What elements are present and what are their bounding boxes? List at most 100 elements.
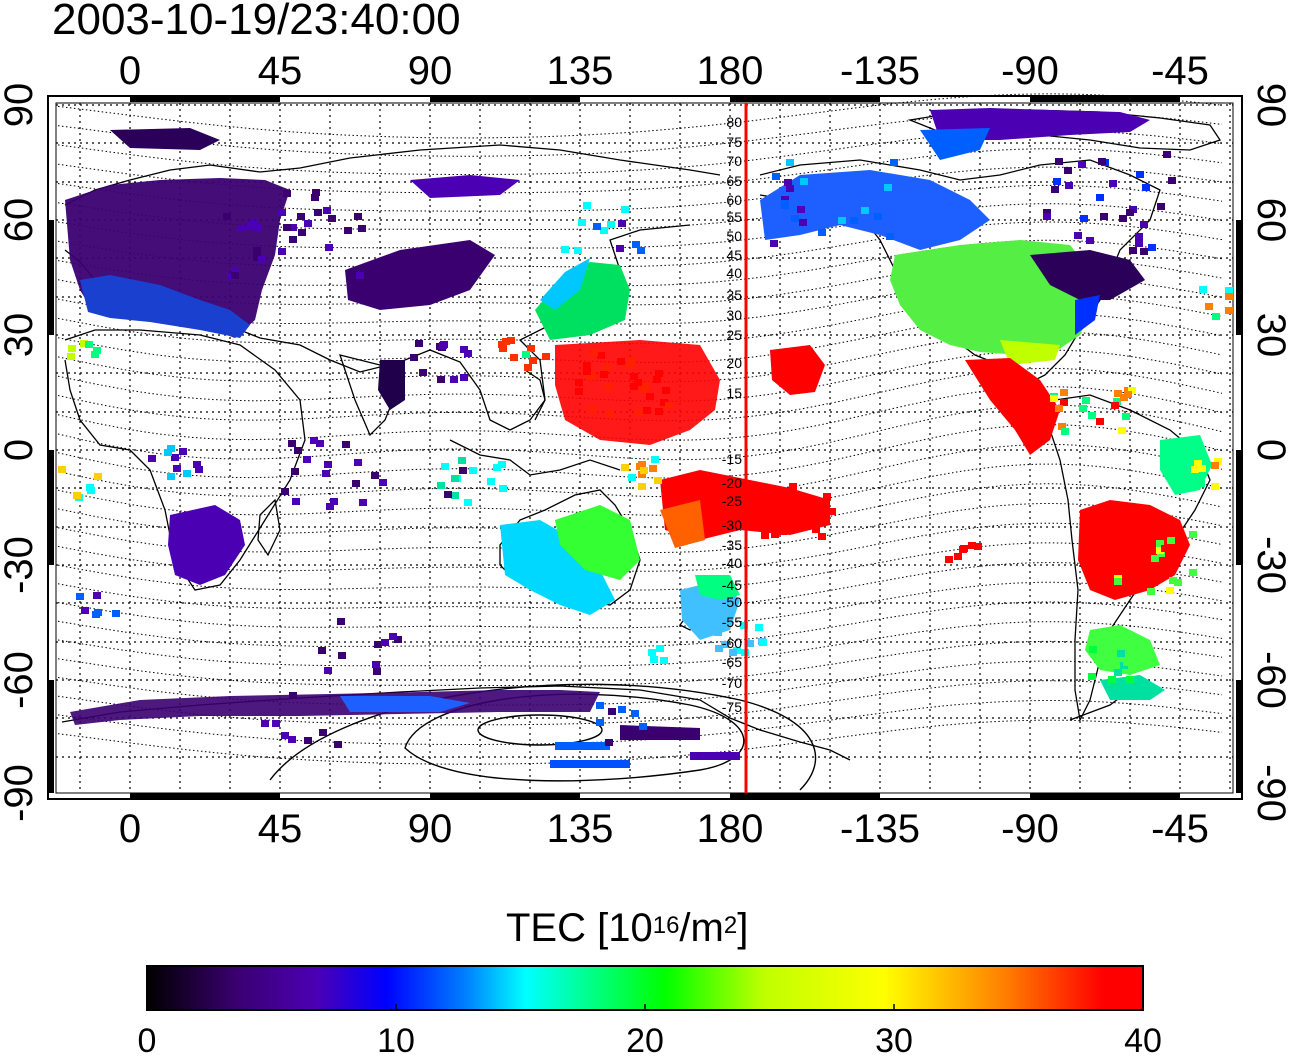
tec-pixel [261, 720, 269, 727]
tec-pixel [596, 719, 604, 726]
tec-pixel [231, 272, 239, 279]
tec-pixel [314, 209, 322, 216]
tec-pixel [344, 227, 352, 234]
tec-pixel [631, 710, 639, 717]
tec-pixel [439, 342, 447, 349]
tec-pixel [628, 357, 636, 364]
tec-pixel [816, 515, 824, 522]
tec-pixel [464, 499, 472, 506]
tec-pixel [1150, 579, 1158, 586]
tec-pixel [283, 190, 291, 197]
tec-pixel [289, 224, 297, 231]
tec-pixel [93, 347, 101, 354]
tec-pixel [1098, 158, 1106, 165]
tec-pixel [1126, 209, 1134, 216]
tec-pixel [714, 629, 722, 636]
tec-pixel [590, 349, 598, 356]
map-inner-frame [55, 102, 1234, 794]
tec-pixel [638, 461, 646, 468]
bottom-longitude-labels: 0 45 90 135 180 -135 -90 -45 [119, 807, 1209, 851]
tec-pixel [522, 351, 530, 358]
tec-pixel [1225, 293, 1233, 300]
tec-pixel [374, 641, 382, 648]
tec-pixel [1074, 232, 1082, 239]
right-lat-label: -60 [1249, 651, 1292, 709]
tec-pixel [1173, 530, 1181, 537]
tec-pixel [656, 645, 664, 652]
tec-pixel [1082, 397, 1090, 404]
dip-contour-line [57, 483, 1223, 535]
dip-latitude-label: -50 [722, 594, 742, 610]
tec-pixel [1128, 387, 1136, 394]
tec-pixel [649, 465, 657, 472]
tec-pixel [1225, 307, 1233, 314]
tec-pixel [310, 437, 318, 444]
left-lat-label: -60 [0, 651, 41, 709]
tec-pixel [1136, 171, 1144, 178]
colorbar-title-exponent: 16 [652, 912, 680, 939]
dip-latitude-label: 20 [726, 355, 742, 371]
dip-latitude-label: 75 [726, 134, 742, 150]
dip-latitude-label: 60 [726, 192, 742, 208]
tec-pixel [283, 224, 291, 231]
dip-latitude-label: -25 [722, 493, 742, 509]
right-lat-label: 0 [1249, 439, 1292, 461]
right-latitude-labels: 90 60 30 0 -30 -60 -90 [1249, 83, 1292, 822]
tec-pixel [524, 364, 532, 371]
tec-pixel [419, 369, 427, 376]
tec-pixel [179, 448, 187, 455]
tec-pixel [167, 445, 175, 452]
tec-pixel [253, 247, 261, 254]
tec-pixel [715, 645, 723, 652]
tec-pixel [1189, 531, 1197, 538]
tec-pixel [73, 492, 81, 499]
tec-pixel [1148, 244, 1156, 251]
tec-pixel [437, 482, 445, 489]
tec-pixel [640, 386, 648, 393]
dip-latitude-label: 40 [726, 265, 742, 281]
tec-pixel [394, 636, 402, 643]
tec-pixel [94, 609, 102, 616]
tec-pixel [597, 352, 605, 359]
tec-pixel [323, 207, 331, 214]
tec-pixel [1126, 676, 1134, 683]
tec-pixel [487, 478, 495, 485]
tec-pixel [1135, 233, 1143, 240]
tec-pixel [68, 345, 76, 352]
tec-pixel [81, 607, 89, 614]
tec-pixel [289, 692, 297, 699]
tec-pixel [884, 184, 892, 191]
tec-pixel [389, 633, 397, 640]
tec-pixel [324, 461, 332, 468]
tec-pixel [1169, 577, 1177, 584]
left-lat-label: 60 [0, 198, 41, 243]
tec-pixel [1156, 540, 1164, 547]
tec-pixel [183, 470, 191, 477]
tec-pixel [334, 741, 342, 748]
tec-pixel [650, 656, 658, 663]
tec-pixel [237, 225, 245, 232]
tec-pixel [850, 217, 858, 224]
dip-latitude-label: 70 [726, 153, 742, 169]
tec-pixel [527, 345, 535, 352]
left-lat-label: 30 [0, 313, 41, 358]
tec-pixel [1089, 646, 1097, 653]
dip-latitude-label: 15 [726, 385, 742, 401]
tec-pixel [451, 492, 459, 499]
tec-pixel [278, 209, 286, 216]
tec-pixel [1197, 480, 1205, 487]
tec-pixel [781, 196, 789, 203]
tec-pixel [740, 622, 748, 629]
dip-latitude-label: 65 [726, 173, 742, 189]
right-lat-label: 60 [1249, 198, 1292, 243]
tec-pixel [441, 463, 449, 470]
top-lon-label: 135 [547, 49, 614, 93]
tec-pixel [1061, 428, 1069, 435]
dip-contour-line [57, 463, 1223, 516]
tec-pixel [415, 340, 423, 347]
tec-pixel [651, 456, 659, 463]
tec-pixel [589, 406, 597, 413]
tec-pixel [642, 382, 650, 389]
tec-pixel [603, 364, 611, 371]
tec-pixel [1118, 547, 1126, 554]
